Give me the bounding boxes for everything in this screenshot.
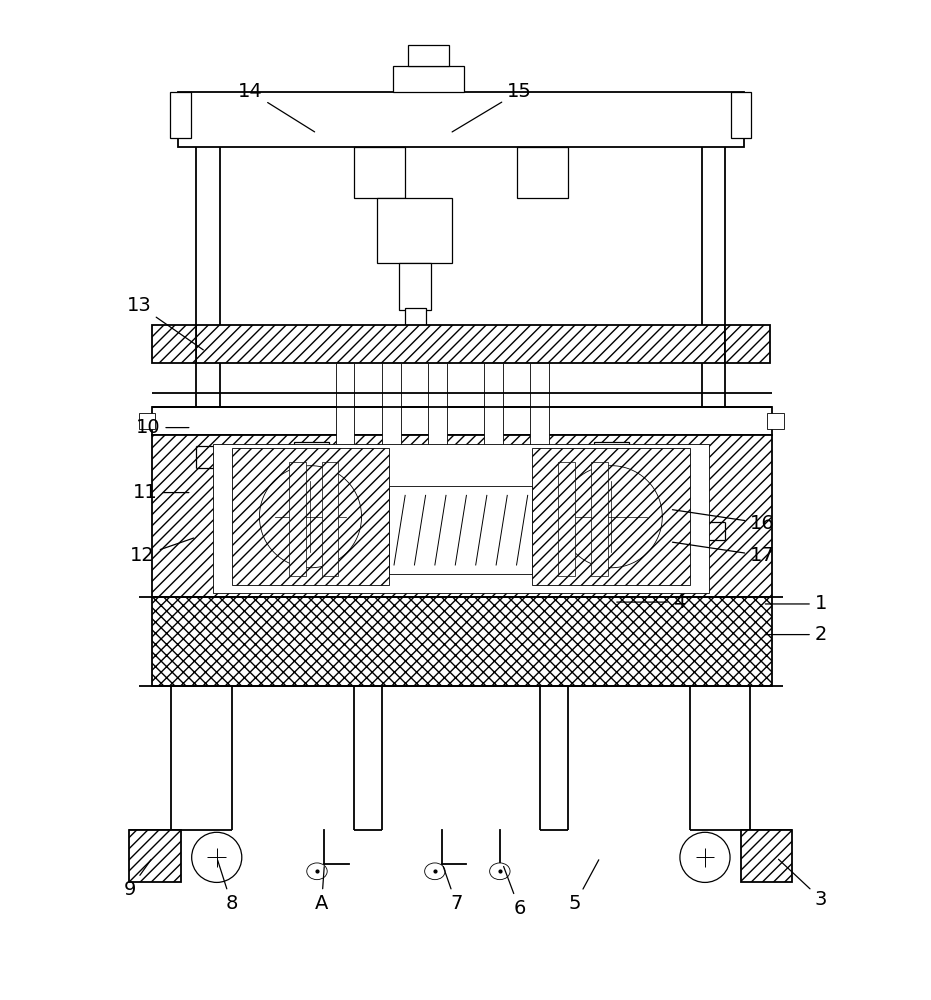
- Bar: [405, 308, 425, 338]
- Bar: [725, 325, 770, 363]
- Bar: [152, 325, 196, 363]
- Bar: [731, 92, 751, 138]
- Bar: [767, 413, 784, 429]
- Bar: [232, 448, 389, 585]
- Bar: [335, 363, 354, 448]
- Ellipse shape: [307, 863, 327, 880]
- Bar: [152, 597, 772, 686]
- Bar: [129, 830, 181, 882]
- Bar: [428, 363, 447, 448]
- Bar: [178, 92, 744, 147]
- Bar: [559, 462, 575, 576]
- Bar: [408, 45, 449, 66]
- Text: 11: 11: [133, 483, 189, 502]
- Bar: [152, 407, 772, 435]
- Text: 12: 12: [130, 538, 194, 565]
- Text: 1: 1: [765, 594, 828, 613]
- Text: 14: 14: [237, 82, 315, 132]
- Text: 2: 2: [765, 625, 828, 644]
- Text: 6: 6: [504, 866, 525, 918]
- Bar: [533, 448, 690, 585]
- Text: 5: 5: [569, 860, 599, 913]
- Bar: [398, 263, 431, 310]
- Text: 3: 3: [778, 859, 828, 909]
- Bar: [377, 198, 452, 263]
- Bar: [152, 435, 772, 597]
- Bar: [321, 462, 338, 576]
- Text: 7: 7: [443, 866, 463, 913]
- Bar: [290, 462, 306, 576]
- Text: 13: 13: [127, 296, 203, 350]
- Bar: [517, 147, 568, 198]
- Bar: [484, 363, 503, 448]
- Ellipse shape: [490, 863, 510, 880]
- Bar: [294, 442, 329, 579]
- Text: 17: 17: [672, 542, 775, 565]
- Bar: [594, 442, 628, 579]
- Text: 10: 10: [136, 418, 189, 437]
- Bar: [213, 444, 708, 593]
- Bar: [139, 413, 155, 429]
- Bar: [382, 363, 400, 448]
- Bar: [170, 92, 191, 138]
- Bar: [393, 66, 464, 92]
- Text: 4: 4: [617, 593, 685, 612]
- Bar: [196, 325, 725, 363]
- Text: 9: 9: [123, 860, 151, 899]
- Bar: [591, 462, 608, 576]
- Bar: [354, 147, 405, 198]
- Text: 8: 8: [218, 860, 237, 913]
- Bar: [741, 830, 792, 882]
- Circle shape: [680, 832, 730, 882]
- Text: 15: 15: [452, 82, 532, 132]
- Text: 16: 16: [672, 510, 775, 533]
- Ellipse shape: [425, 863, 445, 880]
- Circle shape: [192, 832, 242, 882]
- Text: A: A: [315, 867, 329, 913]
- Bar: [531, 363, 549, 448]
- Bar: [389, 486, 533, 574]
